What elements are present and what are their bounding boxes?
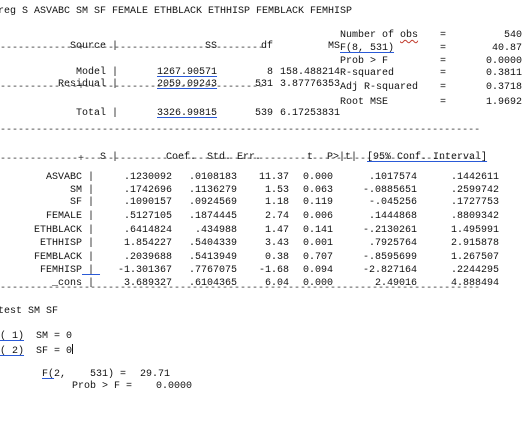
coef-p: 0.094 [303, 265, 334, 276]
coef-var: SM [69, 185, 82, 196]
coef-ci-low: -.045256 [369, 197, 418, 208]
coef-ci-high: 4.888494 [451, 278, 500, 289]
stat-root-mse: Root MSE = 1.9692 [340, 97, 523, 108]
anova-divider-2: -------------+--------------------------… [0, 82, 265, 93]
coef-p: 0.001 [303, 238, 334, 249]
coef-p: 0.000 [303, 172, 334, 183]
coef-var: ETHBLACK [33, 225, 82, 236]
coef-mid-rule: -------------+--------------------------… [0, 154, 481, 165]
coef-bottom-rule: ----------------------------------------… [0, 283, 481, 294]
coef-var: ASVABC [45, 172, 82, 183]
coef-value: .1230092 [124, 172, 173, 183]
coef-se: .0108183 [189, 172, 238, 183]
coef-se: .5413949 [189, 252, 238, 263]
anova-row-total: Total | 3326.99815 539 6.17253831 [76, 108, 341, 119]
coef-ci-low: -.2130261 [363, 225, 418, 236]
coef-se: .6104365 [189, 278, 238, 289]
coef-var: FEMHISP [39, 265, 82, 276]
coef-ci-high: 2.915878 [451, 238, 500, 249]
coef-var: FEMALE [45, 211, 82, 222]
header-df: df [261, 41, 274, 52]
coef-se: .7767075 [189, 265, 238, 276]
anova-row-model: Model | 1267.90571 8 158.488214 [76, 67, 341, 78]
stat-nobs: Number of obs = 540 [340, 30, 523, 41]
coef-row: FEMBLACK | .2039688.5413949 0.38 0.707 -.85… [0, 252, 499, 263]
coef-ci-low: -2.827164 [363, 265, 418, 276]
coef-t: 1.18 [265, 197, 290, 208]
stat-f: F(8, 531) = 40.87 [340, 43, 523, 54]
coef-se: .0924569 [189, 197, 238, 208]
anova-divider: -------------+--------------------------… [0, 43, 265, 54]
coef-value: .5127105 [124, 211, 173, 222]
coef-ci-low: .7925764 [369, 238, 418, 249]
coef-var: SF [69, 197, 82, 208]
coef-t: -1.68 [259, 265, 290, 276]
coef-se: .1874445 [189, 211, 238, 222]
coef-row: SM | .1742696.1136279 1.53 0.063 -.0885651.… [0, 185, 499, 196]
coef-value: 1.854227 [124, 238, 173, 249]
test-prob-f: Prob > F = 0.0000 [72, 381, 193, 392]
test-command: test SM SF [0, 306, 59, 317]
coef-p: 0.119 [303, 197, 334, 208]
coef-value: .6414824 [124, 225, 173, 236]
coef-t: 0.38 [265, 252, 290, 263]
regress-command: reg S ASVABC SM SF FEMALE ETHBLACK ETHHI… [0, 6, 353, 17]
coef-t: 1.53 [265, 185, 290, 196]
coef-value: .1742696 [124, 185, 173, 196]
header-source: Source [70, 41, 107, 52]
constraint-1: ( 1) SM = 0 [0, 331, 73, 342]
coef-p: 0.141 [303, 225, 334, 236]
coef-se: .1136279 [189, 185, 238, 196]
coef-ci-low: -.8595699 [363, 252, 418, 263]
coef-ci-low: 2.49016 [375, 278, 418, 289]
stat-prob-f: Prob > F = 0.0000 [340, 56, 523, 67]
coef-value: -1.301367 [118, 265, 173, 276]
coef-t: 11.37 [259, 172, 290, 183]
coef-ci-high: .1442611 [451, 172, 500, 183]
coef-p: 0.000 [303, 278, 334, 289]
coef-header-row: S | Coef. Std. Err. t P>|t| [95% Conf. Inter… [100, 152, 488, 163]
coef-value: .1090157 [124, 197, 173, 208]
coef-row: SF | .1090157.0924569 1.18 0.119 -.045256.1… [0, 197, 499, 208]
coef-t: 3.43 [265, 238, 290, 249]
coef-ci-high: 1.495991 [451, 225, 500, 236]
stat-r-squared: R-squared = 0.3811 [340, 68, 523, 79]
coef-ci-low: .1017574 [369, 172, 418, 183]
anova-row-residual: Residual | 2059.09243 531 3.87776353 [58, 79, 341, 90]
coef-row: FEMHISP | -1.301367.7767075 -1.68 0.094 -2.… [0, 265, 499, 276]
coef-value: 3.689327 [124, 278, 173, 289]
coef-row: ETHBLACK | .6414824.434988 1.47 0.141 -.213… [0, 225, 499, 236]
coef-p: 0.707 [303, 252, 334, 263]
constraint-2: ( 2) SF = 0 [0, 344, 74, 357]
coef-value: .2039688 [124, 252, 173, 263]
header-ms: MS [328, 41, 341, 52]
coef-ci-high: .1727753 [451, 197, 500, 208]
coef-se: .5404339 [189, 238, 238, 249]
coef-ci-high: .2599742 [451, 185, 500, 196]
coef-p: 0.063 [303, 185, 334, 196]
stat-adj-r-squared: Adj R-squared = 0.3718 [340, 82, 523, 93]
coef-ci-high: 1.267507 [451, 252, 500, 263]
coef-ci-high: .2244295 [451, 265, 500, 276]
coef-row: FEMALE | .5127105.1874445 2.74 0.006.14448… [0, 211, 499, 222]
header-ss: SS [205, 41, 218, 52]
coef-var: _cons [51, 278, 82, 289]
coef-t: 6.04 [265, 278, 290, 289]
coef-row: _cons | 3.689327.6104365 6.04 0.000 2.49016… [0, 278, 499, 289]
coef-ci-low: .1444868 [369, 211, 418, 222]
coef-var: FEMBLACK [33, 252, 82, 263]
coef-t: 2.74 [265, 211, 290, 222]
coef-row: ETHHISP | 1.854227.5404339 3.43 0.001.7925… [0, 238, 499, 249]
coef-var: ETHHISP [39, 238, 82, 249]
anova-header-row: Source | SS df MS [0, 30, 340, 63]
text-cursor [72, 344, 74, 354]
coef-row: ASVABC | .1230092.0108183 11.37 0.000.1017… [0, 172, 499, 183]
coef-se: .434988 [195, 225, 238, 236]
coef-ci-high: .8809342 [451, 211, 500, 222]
coef-top-rule: ----------------------------------------… [0, 125, 481, 136]
test-f-stat: F(2, 531) = 29.71 [42, 369, 171, 380]
coef-p: 0.006 [303, 211, 334, 222]
coef-t: 1.47 [265, 225, 290, 236]
coef-ci-low: -.0885651 [363, 185, 418, 196]
